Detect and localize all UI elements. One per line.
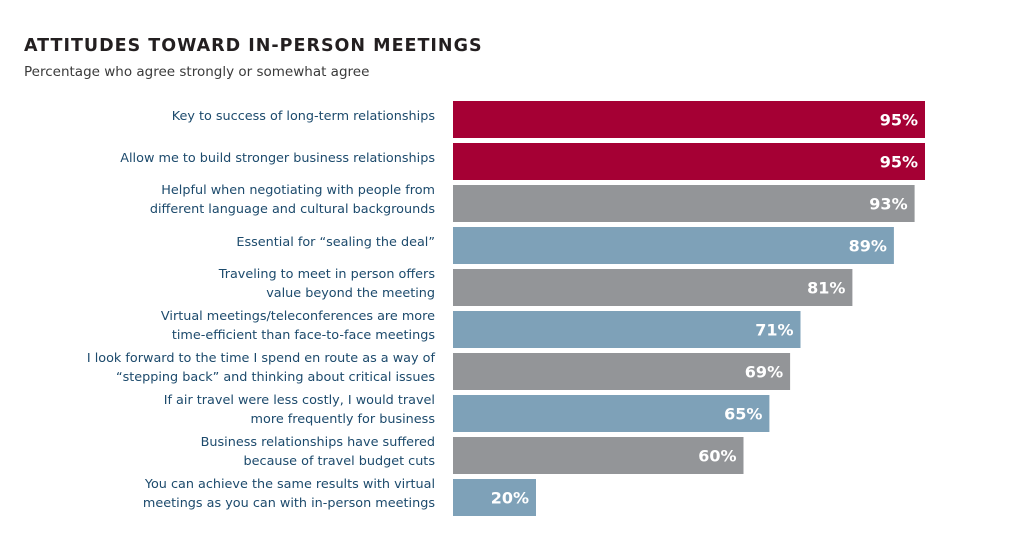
bar <box>453 227 894 264</box>
category-label: Virtual meetings/teleconferences are mor… <box>161 309 435 343</box>
category-label: You can achieve the same results with vi… <box>143 477 435 511</box>
value-label: 65% <box>724 405 762 424</box>
value-label: 95% <box>880 153 918 172</box>
value-label: 20% <box>491 489 529 508</box>
value-label: 93% <box>869 195 907 214</box>
bar <box>453 437 744 474</box>
bar-row: 20% You can achieve the same results with… <box>143 477 536 516</box>
value-label: 71% <box>755 321 793 340</box>
value-label: 95% <box>880 111 918 130</box>
category-label: Business relationships have suffered beca… <box>201 435 436 469</box>
bar <box>453 479 536 516</box>
bar <box>453 185 915 222</box>
bar-row: 81% Traveling to meet in person offers val… <box>218 267 853 306</box>
category-label: I look forward to the time I spend en ro… <box>87 351 436 385</box>
bar-row: 89% Essential for “sealing the deal” <box>236 227 894 264</box>
value-label: 69% <box>745 363 783 382</box>
bar <box>453 101 925 138</box>
chart-subtitle: Percentage who agree strongly or somewha… <box>24 64 370 80</box>
bar <box>453 269 853 306</box>
bar-row: 71% Virtual meetings/teleconferences are … <box>161 309 801 348</box>
bar <box>453 395 770 432</box>
value-label: 89% <box>849 237 887 256</box>
category-label: Essential for “sealing the deal” <box>236 235 435 250</box>
bar <box>453 353 791 390</box>
category-label: Key to success of long-term relationship… <box>172 109 436 124</box>
bar-row: 93% Helpful when negotiating with people … <box>150 183 915 222</box>
bar <box>453 143 925 180</box>
bar-row: 65% If air travel were less costly, I wou… <box>164 393 770 432</box>
bar <box>453 311 801 348</box>
bar-row: 60% Business relationships have suffered b… <box>201 435 744 474</box>
bar-row: 95% Key to success of long-term relations… <box>172 101 925 138</box>
category-label: Allow me to build stronger business rela… <box>120 151 435 166</box>
value-label: 60% <box>698 447 736 466</box>
bar-row: 69% I look forward to the time I spend en… <box>87 351 791 390</box>
category-label: If air travel were less costly, I would … <box>164 393 436 427</box>
category-label: Helpful when negotiating with people fro… <box>150 183 435 217</box>
category-label: Traveling to meet in person offers value … <box>218 267 436 301</box>
value-label: 81% <box>807 279 845 298</box>
bar-row: 95% Allow me to build stronger business r… <box>120 143 925 180</box>
chart-title: ATTITUDES TOWARD IN-PERSON MEETINGS <box>24 36 483 56</box>
